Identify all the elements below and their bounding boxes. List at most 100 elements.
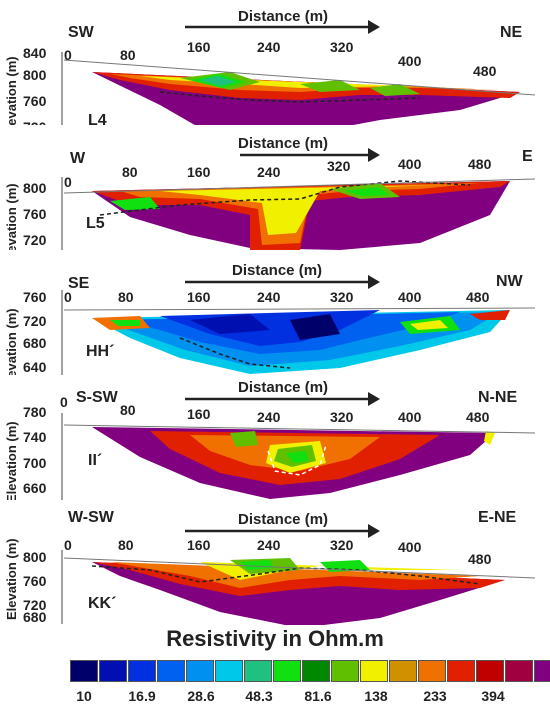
legend-swatch-0	[70, 660, 98, 682]
legend-tick-1: 16.9	[128, 688, 156, 704]
legend-swatch-4	[186, 660, 214, 682]
x-tick-II-1: 80	[120, 402, 136, 418]
y-tick-L4-1: 800	[23, 67, 47, 83]
x-tick-KK-5: 400	[398, 539, 422, 555]
profile-section-L5	[92, 180, 510, 250]
profile-section-II	[92, 427, 495, 499]
x-tick-HH-3: 240	[257, 289, 281, 305]
panel-L5-svg: Distance (m) W E L5 800 760 720 680 Elev…	[4, 135, 536, 267]
legend-swatch-2	[128, 660, 156, 682]
panel-KK-svg: Distance (m) W-SW E-NE KK´ 800 760 720 6…	[4, 509, 536, 628]
y-axis-label-HH: Elevation (m)	[4, 308, 19, 375]
y-tick-L5-1: 760	[23, 206, 47, 222]
panel-L5: Distance (m) W E L5 800 760 720 680 Elev…	[0, 125, 550, 267]
profile-label-L4: L4	[88, 112, 107, 125]
x-tick-KK-3: 240	[257, 537, 281, 553]
x-tick-L4-6: 480	[473, 63, 497, 79]
x-tick-HH-5: 400	[398, 289, 422, 305]
legend-swatch-16	[534, 660, 550, 682]
y-axis-label-L4: Elevation (m)	[4, 56, 19, 125]
legend-title: Resistivity in Ohm.m	[166, 626, 384, 651]
y-tick-II-2: 700	[23, 455, 47, 471]
direction-right-L5: E	[522, 148, 533, 165]
direction-right-HH: NW	[496, 273, 524, 290]
y-tick-L4-2: 760	[23, 93, 47, 109]
direction-left-KK: W-SW	[68, 509, 115, 526]
panel-HH: Distance (m) SE NW HH´ 760 720 680 640 E…	[0, 250, 550, 390]
x-tick-II-2: 160	[187, 406, 211, 422]
x-tick-II-3: 240	[257, 409, 281, 425]
y-tick-KK-0: 800	[23, 549, 47, 565]
x-tick-L4-1: 80	[120, 47, 136, 63]
distance-title-HH: Distance (m)	[232, 262, 322, 279]
legend-swatch-10	[360, 660, 388, 682]
x-tick-HH-0: 0	[64, 289, 72, 305]
legend-swatch-14	[476, 660, 504, 682]
legend-ticks: 10 16.9 28.6 48.3 81.6 138 233 394	[0, 688, 550, 704]
x-tick-L5-3: 240	[257, 164, 281, 180]
y-tick-KK-3: 680	[23, 609, 47, 625]
distance-arrow-head-L5	[368, 148, 380, 162]
distance-title-KK: Distance (m)	[238, 511, 328, 528]
profile-label-L5: L5	[86, 215, 105, 232]
y-axis-label-II: Elevation (m)	[4, 421, 19, 500]
panel-II: Distance (m) S-SW N-NE II´ 780 740 700 6…	[0, 375, 550, 503]
y-axis-label-L5: Elevation (m)	[4, 183, 19, 250]
x-tick-KK-2: 160	[187, 537, 211, 553]
profile-label-KK: KK´	[88, 595, 116, 612]
y-tick-L5-0: 800	[23, 180, 47, 196]
legend-swatch-7	[273, 660, 301, 682]
panel-HH-svg: Distance (m) SE NW HH´ 760 720 680 640 E…	[4, 262, 536, 390]
x-tick-HH-1: 80	[118, 289, 134, 305]
profile-section-L4	[92, 72, 520, 135]
x-tick-L5-1: 80	[122, 164, 138, 180]
legend-swatch-11	[389, 660, 417, 682]
legend-swatch-15	[505, 660, 533, 682]
y-tick-II-1: 740	[23, 429, 47, 445]
direction-left-HH: SE	[68, 275, 90, 292]
distance-arrow-head-KK	[368, 524, 380, 538]
legend-tick-0: 10	[76, 688, 92, 704]
x-tick-L5-2: 160	[187, 164, 211, 180]
x-tick-L4-2: 160	[187, 39, 211, 55]
x-tick-II-0: 0	[60, 394, 68, 410]
legend-swatch-3	[157, 660, 185, 682]
direction-left-L4: SW	[68, 24, 95, 41]
y-tick-HH-0: 760	[23, 289, 47, 305]
panel-II-svg: Distance (m) S-SW N-NE II´ 780 740 700 6…	[4, 379, 536, 503]
panel-KK: Distance (m) W-SW E-NE KK´ 800 760 720 6…	[0, 500, 550, 628]
x-tick-KK-6: 480	[468, 551, 492, 567]
legend-swatch-9	[331, 660, 359, 682]
x-tick-L4-5: 400	[398, 53, 422, 69]
direction-left-L5: W	[70, 150, 86, 167]
y-tick-II-3: 660	[23, 480, 47, 496]
legend-swatch-13	[447, 660, 475, 682]
direction-right-KK: E-NE	[478, 509, 517, 526]
legend-tick-3: 48.3	[245, 688, 273, 704]
y-tick-L5-2: 720	[23, 232, 47, 248]
x-tick-HH-4: 320	[330, 289, 354, 305]
x-tick-L5-6: 480	[468, 156, 492, 172]
x-tick-II-4: 320	[330, 409, 354, 425]
y-tick-II-0: 780	[23, 404, 47, 420]
x-tick-L4-4: 320	[330, 39, 354, 55]
profile-label-II: II´	[88, 452, 102, 469]
distance-title-II: Distance (m)	[238, 379, 328, 396]
profile-section-HH	[92, 310, 510, 374]
x-tick-L4-0: 0	[64, 47, 72, 63]
x-tick-HH-2: 160	[187, 289, 211, 305]
distance-title-L5: Distance (m)	[238, 135, 328, 152]
y-tick-HH-1: 720	[23, 313, 47, 329]
x-tick-KK-4: 320	[330, 537, 354, 553]
legend-tick-5: 138	[364, 688, 388, 704]
x-tick-HH-6: 480	[466, 289, 490, 305]
legend-tick-2: 28.6	[187, 688, 215, 704]
distance-arrow-head-L4	[368, 20, 380, 34]
panel-L4-svg: Distance (m) SW NE L4 840 800 760 720 El…	[4, 8, 536, 140]
y-axis-label-KK: Elevation (m)	[4, 538, 19, 620]
y-tick-HH-2: 680	[23, 335, 47, 351]
direction-left-II: S-SW	[76, 389, 119, 406]
legend-tick-6: 233	[423, 688, 447, 704]
y-tick-KK-2: 720	[23, 597, 47, 613]
